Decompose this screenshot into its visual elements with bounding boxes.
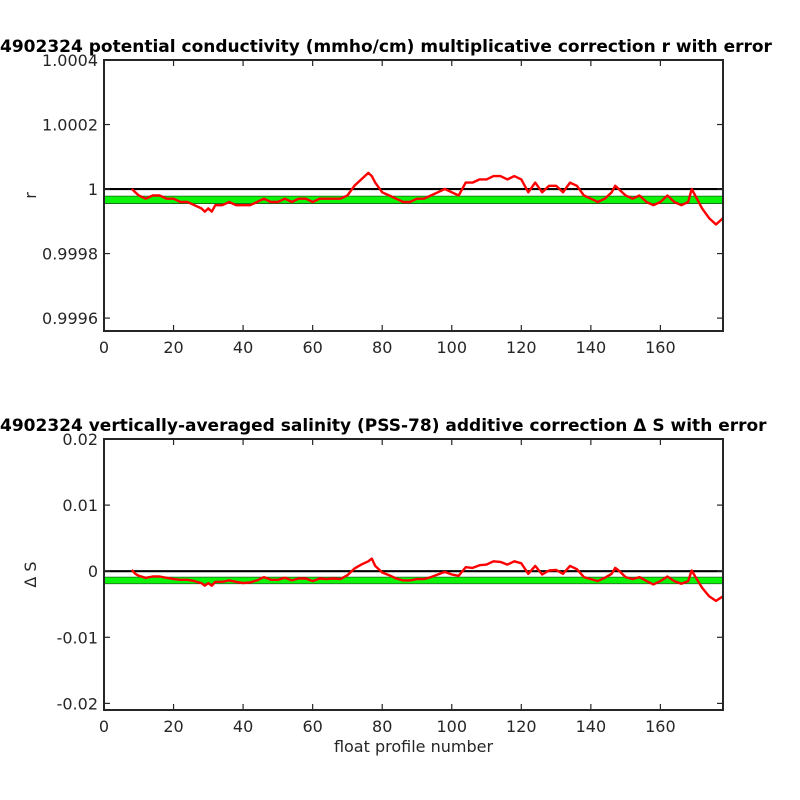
- y-tick-label: 1: [88, 180, 98, 199]
- plot-area: [104, 60, 723, 331]
- plot-area: [104, 439, 723, 710]
- x-tick-label: 140: [576, 338, 607, 357]
- x-tick-label: 140: [576, 717, 607, 736]
- y-axis-label: Δ S: [21, 561, 40, 587]
- y-tick-label: 0.01: [62, 496, 98, 515]
- plot-content: [104, 557, 723, 603]
- chart-panel-1: 0 20 40 60 80 100 120 140 160 0.9996 0.9998 1 1.0002…: [0, 37, 773, 357]
- axes-box: [103, 59, 724, 332]
- y-tick-label: 1.0002: [42, 116, 98, 135]
- x-tick-label: 40: [233, 338, 253, 357]
- data-series-line: [130, 557, 723, 603]
- chart-panel-2: 0 20 40 60 80 100 120 140 160 -0.02 -0.01 0 0.01 0.02…: [0, 416, 767, 756]
- y-tick-label: -0.02: [57, 694, 98, 713]
- data-series-line: [130, 171, 723, 226]
- x-tick-label: 100: [436, 338, 467, 357]
- x-tick-label: 120: [506, 338, 537, 357]
- y-tick-label: 0.9998: [42, 245, 98, 264]
- x-tick-label: 60: [302, 717, 322, 736]
- y-tick-label: 1.0004: [42, 51, 98, 70]
- x-tick-label: 80: [372, 717, 392, 736]
- x-tick-label: 60: [302, 338, 322, 357]
- x-tick-label: 0: [99, 717, 109, 736]
- chart-title: 4902324 vertically-averaged salinity (PS…: [0, 416, 767, 436]
- y-axis-label: r: [21, 192, 40, 199]
- x-tick-label: 160: [645, 717, 676, 736]
- x-tick-label: 120: [506, 717, 537, 736]
- x-tick-label: 100: [436, 717, 467, 736]
- plot-content: [104, 171, 723, 226]
- y-tick-label: 0.02: [62, 430, 98, 449]
- x-tick-label: 160: [645, 338, 676, 357]
- axes-box: [103, 438, 724, 711]
- y-tick-label: 0: [88, 562, 98, 581]
- y-tick-label: -0.01: [57, 628, 98, 647]
- x-tick-label: 80: [372, 338, 392, 357]
- x-tick-label: 20: [163, 717, 183, 736]
- x-tick-label: 20: [163, 338, 183, 357]
- y-tick-label: 0.9996: [42, 309, 98, 328]
- chart-title: 4902324 potential conductivity (mmho/cm)…: [0, 37, 773, 57]
- x-axis-label: float profile number: [334, 737, 494, 756]
- x-tick-label: 0: [99, 338, 109, 357]
- x-tick-label: 40: [233, 717, 253, 736]
